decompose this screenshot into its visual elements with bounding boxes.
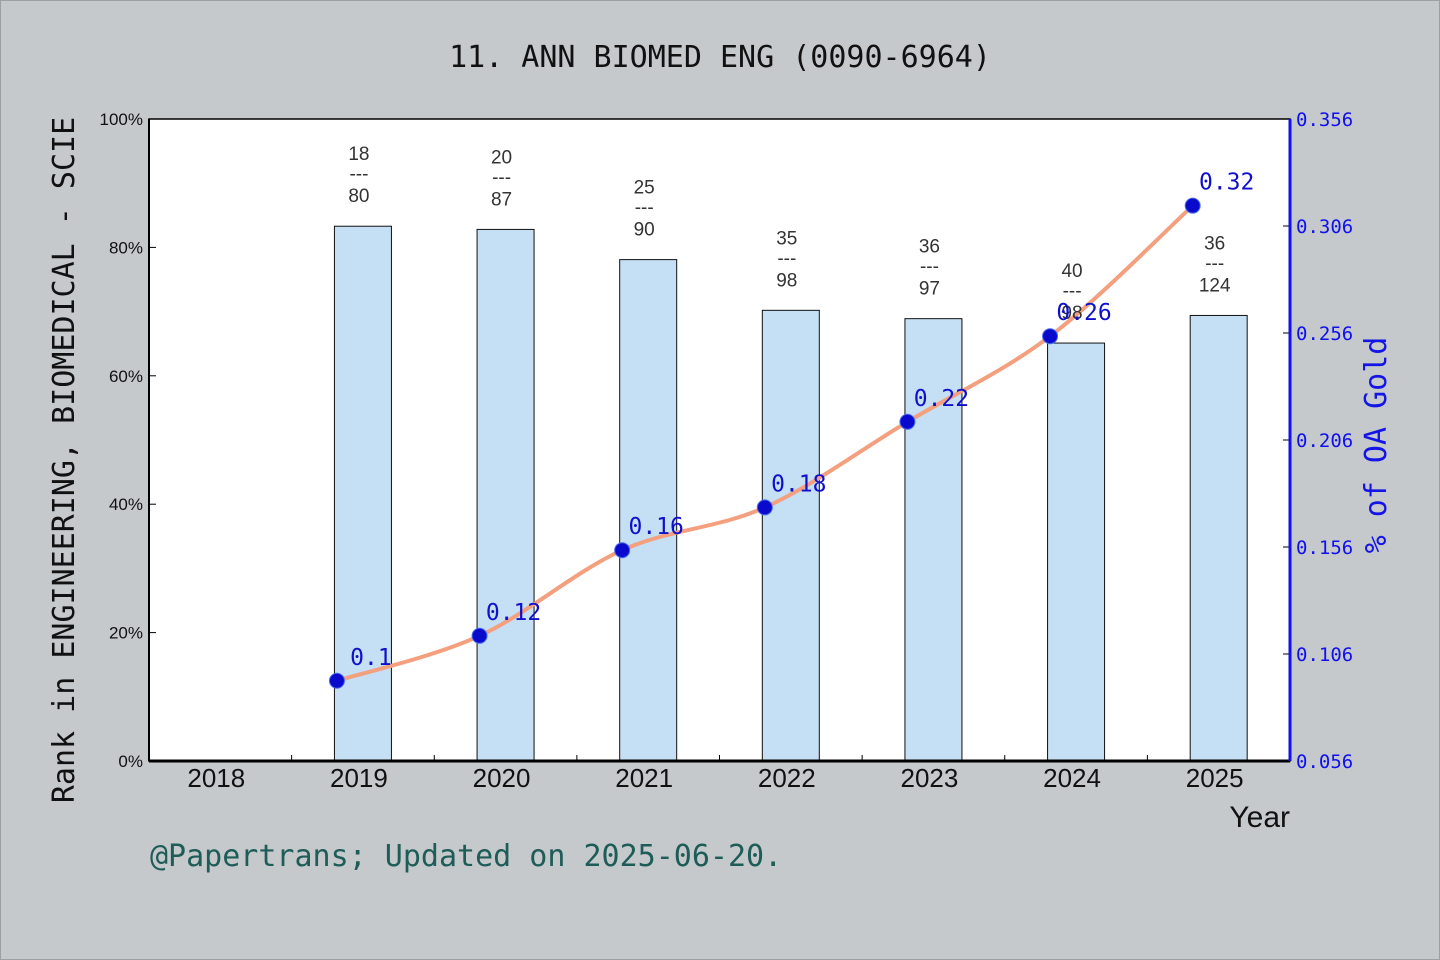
y2-tick-label: 0.356 [1296, 109, 1353, 131]
bar-2022 [761, 309, 820, 762]
oa-label-2025: 0.32 [1199, 170, 1254, 196]
y2-tick-label: 0.306 [1296, 216, 1353, 238]
rank-total-2023: 97 [919, 279, 940, 300]
x-tick-label: 2025 [1186, 763, 1244, 793]
rank-total-2021: 90 [634, 220, 655, 241]
x-axis-label: Year [1229, 801, 1290, 834]
rank-total-2025: 124 [1199, 275, 1231, 296]
footer-credit: @Papertrans; Updated on 2025-06-20. [150, 839, 782, 874]
y2-tick-label: 0.206 [1296, 430, 1353, 452]
y2-tick-label: 0.156 [1296, 537, 1353, 559]
rank-sep-2020: --- [492, 167, 511, 188]
y2-tick-label: 0.056 [1296, 751, 1353, 773]
rank-sep-2023: --- [920, 257, 939, 278]
rank-total-2020: 87 [491, 189, 512, 210]
y-tick-label: 40% [109, 495, 143, 514]
bar-2025 [1189, 314, 1248, 762]
rank-label-2025: 36 [1204, 233, 1225, 254]
oa-label-2021: 0.16 [628, 514, 683, 540]
bar-2020 [476, 228, 535, 762]
oa-label-2024: 0.26 [1056, 300, 1111, 326]
y-tick-label: 0% [118, 752, 143, 771]
x-tick-label: 2019 [330, 763, 388, 793]
rank-label-2024: 40 [1061, 261, 1082, 282]
y-tick-label: 60% [109, 367, 143, 386]
y2-tick-label: 0.106 [1296, 644, 1353, 666]
oa-marker-2021 [614, 542, 631, 559]
oa-label-2020: 0.12 [486, 600, 541, 626]
oa-marker-2022 [756, 499, 773, 516]
x-tick-label: 2022 [758, 763, 816, 793]
rank-label-2021: 25 [634, 178, 655, 199]
rank-sep-2022: --- [777, 248, 796, 269]
rank-total-2022: 98 [776, 270, 797, 291]
y-tick-label: 20% [109, 624, 143, 643]
oa-marker-2019 [328, 672, 345, 689]
y-tick-label: 100% [100, 110, 143, 129]
rank-total-2024: 98 [1061, 303, 1082, 324]
y-axis-label: Rank in ENGINEERING, BIOMEDICAL - SCIE [47, 117, 82, 803]
rank-sep-2024: --- [1063, 281, 1082, 302]
oa-marker-2020 [471, 627, 488, 644]
plot-area [148, 118, 1291, 762]
rank-label-2020: 20 [491, 147, 512, 168]
oa-marker-2024 [1042, 328, 1059, 345]
bar-2024 [1047, 342, 1106, 762]
oa-label-2023: 0.22 [914, 386, 969, 412]
y2-tick-label: 0.256 [1296, 323, 1353, 345]
y-tick-label: 80% [109, 238, 143, 257]
rank-sep-2025: --- [1205, 253, 1224, 274]
x-tick-label: 2023 [901, 763, 959, 793]
rank-total-2019: 80 [348, 186, 369, 207]
bar-2023 [904, 318, 963, 762]
oa-label-2022: 0.18 [771, 471, 826, 497]
rank-label-2023: 36 [919, 237, 940, 258]
rank-sep-2019: --- [349, 164, 368, 185]
y2-axis-label: % of OA Gold [1359, 337, 1394, 554]
oa-marker-2025 [1184, 197, 1201, 214]
x-tick-label: 2024 [1043, 763, 1101, 793]
x-tick-label: 2021 [615, 763, 673, 793]
chart-title: 11. ANN BIOMED ENG (0090-6964) [449, 40, 991, 75]
rank-sep-2021: --- [635, 198, 654, 219]
x-tick-label: 2020 [473, 763, 531, 793]
rank-label-2022: 35 [776, 228, 797, 249]
oa-marker-2023 [899, 413, 916, 430]
bar-2021 [619, 259, 678, 762]
rank-label-2019: 18 [348, 144, 369, 165]
oa-label-2019: 0.1 [350, 645, 392, 671]
x-tick-label: 2018 [187, 763, 245, 793]
